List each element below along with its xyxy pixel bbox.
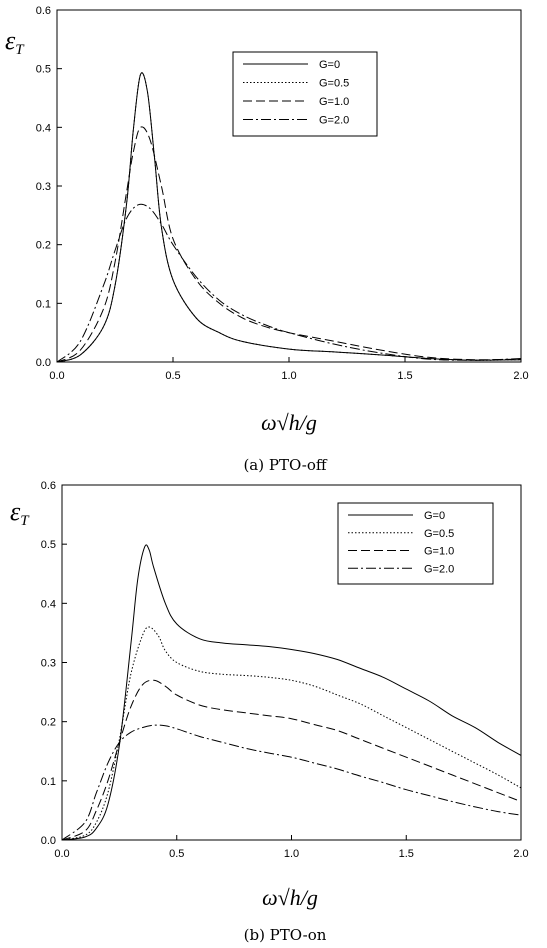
series-line-g-2-0 [56,203,522,363]
y-tick-label: 0.1 [36,298,51,310]
legend-label: G=2.0 [319,115,349,127]
legend-label: G=0 [319,59,340,71]
legend-box [337,502,494,585]
series-line-g-2-0 [61,724,522,841]
x-tick-label: 1.5 [399,848,414,860]
y-axis-label: εT [5,26,25,58]
y-tick-label: 0.4 [41,598,56,610]
x-tick-label: 0.0 [49,370,64,382]
legend: G=0 G=0.5 G=1.0 G=2.0 [337,502,494,585]
x-tick-label: 2.0 [513,848,528,860]
y-tick-label: 0.1 [41,776,56,788]
y-axis-label-sub: T [20,513,30,529]
x-tick-label: 0.5 [165,370,180,382]
y-tick-label: 0.0 [36,357,51,369]
legend-label: G=0 [424,510,445,522]
x-tick-label: 2.0 [513,370,528,382]
y-tick-label: 0.3 [41,658,56,670]
series-line-g-0-5 [56,72,522,363]
legend-label: G=0.5 [424,528,454,540]
y-axis-label-sub: T [15,42,25,58]
x-tick-label: 0.5 [169,848,184,860]
y-tick-label: 0.5 [41,539,56,551]
y-tick-label: 0.6 [41,480,56,492]
y-axis-label: εT [10,497,30,529]
legend-label: G=1.0 [424,546,454,558]
x-tick-label: 1.5 [397,370,412,382]
legend-label: G=2.0 [424,563,454,575]
legend-box [232,51,378,137]
y-tick-label: 0.0 [41,835,56,847]
series-line-g-1-0 [56,126,522,363]
series-line-g-0-5 [61,626,522,841]
legend: G=0 G=0.5 G=1.0 G=2.0 [232,51,378,137]
series-line-g-0 [61,544,522,841]
y-tick-label: 0.2 [36,240,51,252]
y-tick-label: 0.2 [41,717,56,729]
panel-caption: (b) PTO-on [244,926,327,944]
series-line-g-1-0 [61,679,522,841]
y-tick-label: 0.5 [36,64,51,76]
y-tick-label: 0.6 [36,5,51,17]
x-tick-label: 1.0 [281,370,296,382]
y-tick-label: 0.4 [36,122,51,134]
x-tick-label: 0.0 [54,848,69,860]
chart-panel-a: 0.0 0.5 1.0 1.5 2.00.00.10.20.30.40.50.6εTω√… [5,5,529,474]
panel-caption: (a) PTO-off [243,456,327,474]
chart-panel-b: 0.0 0.5 1.0 1.5 2.00.00.10.20.30.40.50.6εTω√… [10,480,529,944]
y-axis-label-main: ε [10,497,21,526]
x-axis-label: ω√h/g [262,885,318,910]
legend-label: G=0.5 [319,78,349,90]
x-tick-label: 1.0 [284,848,299,860]
x-axis-label: ω√h/g [261,410,317,435]
legend-label: G=1.0 [319,96,349,108]
y-tick-label: 0.3 [36,181,51,193]
y-axis-label-main: ε [5,26,16,55]
